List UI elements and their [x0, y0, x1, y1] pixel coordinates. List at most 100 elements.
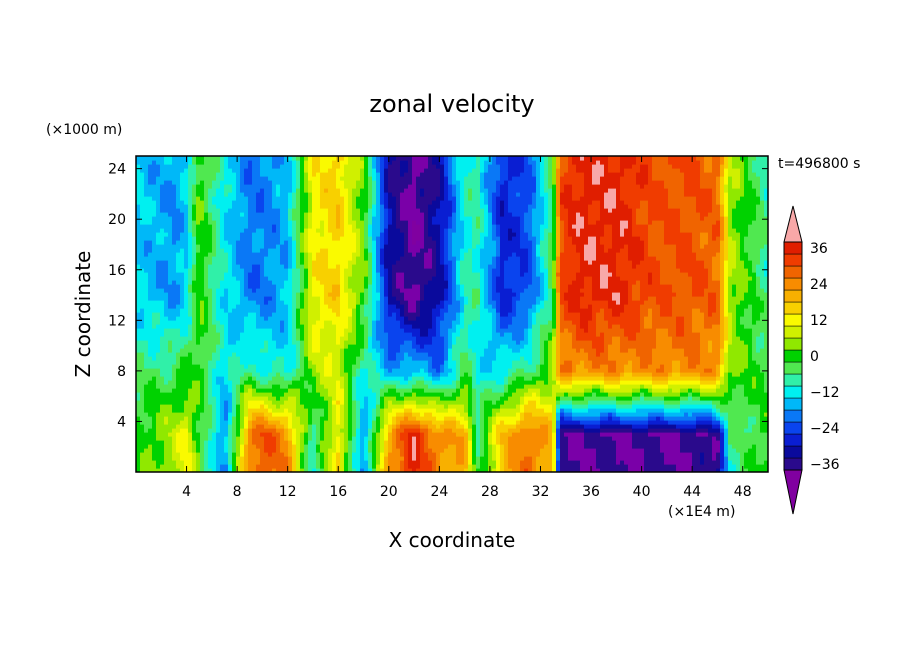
heatmap-cell — [248, 420, 253, 425]
heatmap-cell — [136, 196, 141, 201]
heatmap-cell — [200, 180, 205, 185]
heatmap-cell — [324, 408, 329, 413]
heatmap-cell — [256, 272, 261, 277]
heatmap-cell — [232, 256, 237, 261]
heatmap-cell — [228, 368, 233, 373]
heatmap-cell — [196, 360, 201, 365]
heatmap-cell — [304, 372, 309, 377]
heatmap-cell — [328, 224, 333, 229]
heatmap-cell — [184, 236, 189, 241]
heatmap-cell — [160, 432, 165, 437]
heatmap-cell — [352, 276, 357, 281]
heatmap-cell — [360, 156, 365, 161]
heatmap-cell — [324, 328, 329, 333]
heatmap-cell — [324, 176, 329, 181]
heatmap-cell — [384, 332, 389, 337]
heatmap-cell — [228, 196, 233, 201]
heatmap-cell — [204, 200, 209, 205]
heatmap-cell — [160, 224, 165, 229]
heatmap-cell — [236, 268, 241, 273]
heatmap-cell — [216, 408, 221, 413]
heatmap-cell — [256, 324, 261, 329]
heatmap-cell — [348, 464, 353, 469]
heatmap-cell — [384, 292, 389, 297]
heatmap-cell — [316, 288, 321, 293]
heatmap-cell — [320, 228, 325, 233]
heatmap-cell — [156, 228, 161, 233]
heatmap-cell — [180, 424, 185, 429]
heatmap-cell — [220, 404, 225, 409]
heatmap-cell — [364, 200, 369, 205]
heatmap-cell — [200, 256, 205, 261]
heatmap-cell — [292, 212, 297, 217]
heatmap-cell — [372, 452, 377, 457]
heatmap-cell — [164, 312, 169, 317]
heatmap-cell — [244, 332, 249, 337]
heatmap-cell — [224, 388, 229, 393]
heatmap-cell — [196, 376, 201, 381]
heatmap-cell — [200, 328, 205, 333]
heatmap-cell — [160, 280, 165, 285]
heatmap-cell — [168, 200, 173, 205]
heatmap-cell — [136, 412, 141, 417]
heatmap-cell — [148, 284, 153, 289]
heatmap-cell — [144, 172, 149, 177]
heatmap-cell — [276, 260, 281, 265]
heatmap-cell — [228, 416, 233, 421]
heatmap-cell — [336, 360, 341, 365]
heatmap-cell — [356, 336, 361, 341]
heatmap-cell — [352, 404, 357, 409]
heatmap-cell — [172, 396, 177, 401]
heatmap-cell — [248, 268, 253, 273]
heatmap-cell — [192, 372, 197, 377]
heatmap-cell — [260, 396, 265, 401]
heatmap-cell — [164, 332, 169, 337]
heatmap-cell — [196, 356, 201, 361]
heatmap-cell — [340, 308, 345, 313]
heatmap-cell — [260, 196, 265, 201]
heatmap-cell — [348, 208, 353, 213]
heatmap-cell — [320, 376, 325, 381]
heatmap-cell — [272, 176, 277, 181]
heatmap-cell — [308, 320, 313, 325]
heatmap-cell — [168, 308, 173, 313]
heatmap-cell — [284, 168, 289, 173]
heatmap-cell — [236, 244, 241, 249]
heatmap-cell — [200, 336, 205, 341]
heatmap-cell — [164, 232, 169, 237]
heatmap-cell — [304, 376, 309, 381]
heatmap-cell — [164, 304, 169, 309]
heatmap-cell — [260, 308, 265, 313]
heatmap-cell — [304, 220, 309, 225]
heatmap-cell — [272, 360, 277, 365]
heatmap-cell — [200, 324, 205, 329]
heatmap-cell — [224, 320, 229, 325]
heatmap-cell — [276, 392, 281, 397]
heatmap-cell — [184, 368, 189, 373]
heatmap-cell — [208, 320, 213, 325]
heatmap-cell — [244, 348, 249, 353]
heatmap-cell — [248, 460, 253, 465]
heatmap-cell — [152, 188, 157, 193]
heatmap-cell — [276, 244, 281, 249]
heatmap-cell — [356, 364, 361, 369]
heatmap-cell — [160, 368, 165, 373]
heatmap-cell — [356, 416, 361, 421]
heatmap-cell — [180, 216, 185, 221]
heatmap-cell — [384, 220, 389, 225]
heatmap-cell — [364, 392, 369, 397]
heatmap-cell — [372, 308, 377, 313]
heatmap-cell — [196, 436, 201, 441]
heatmap-cell — [268, 340, 273, 345]
heatmap-cell — [240, 328, 245, 333]
heatmap-cell — [164, 464, 169, 469]
heatmap-cell — [176, 172, 181, 177]
heatmap-cell — [328, 340, 333, 345]
heatmap-cell — [344, 232, 349, 237]
heatmap-cell — [240, 216, 245, 221]
heatmap-cell — [376, 288, 381, 293]
heatmap-cell — [368, 212, 373, 217]
heatmap-cell — [328, 228, 333, 233]
heatmap-cell — [304, 232, 309, 237]
heatmap-cell — [236, 252, 241, 257]
